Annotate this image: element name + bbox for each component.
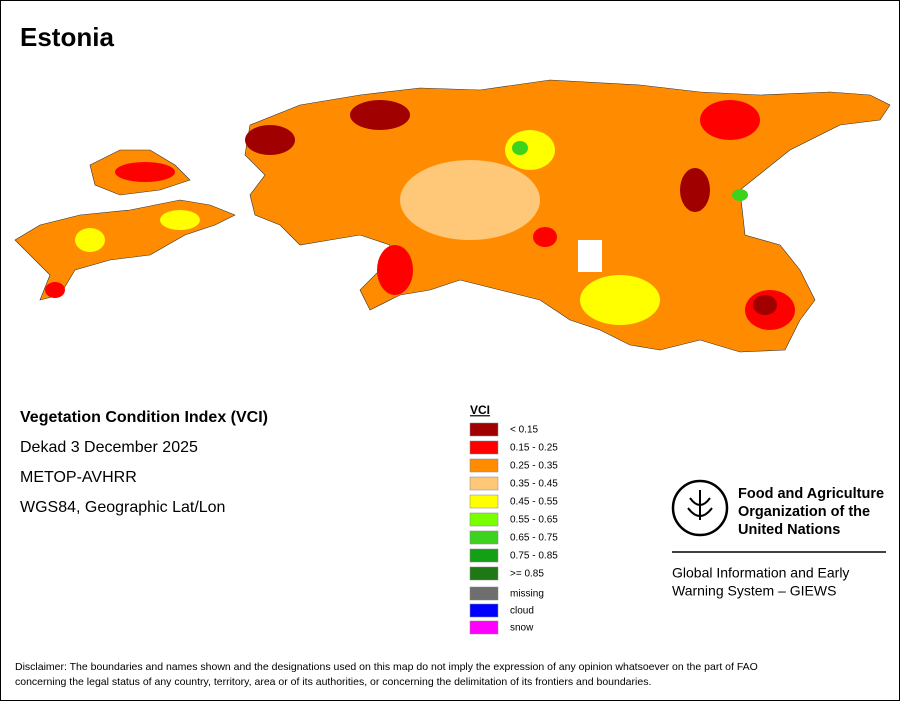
legend-swatch — [469, 603, 499, 618]
legend-swatch — [469, 620, 499, 635]
info-line: METOP-AVHRR — [20, 469, 137, 486]
legend-swatch — [469, 476, 499, 491]
vci-patches — [45, 100, 795, 330]
map — [14, 79, 891, 353]
giews-name: Global Information and Early — [672, 565, 849, 581]
legend-label: >= 0.85 — [510, 569, 544, 580]
legend-label: cloud — [510, 606, 534, 617]
legend-swatch — [469, 530, 499, 545]
info-line: WGS84, Geographic Lat/Lon — [20, 499, 225, 516]
legend-label: < 0.15 — [510, 425, 539, 436]
disclaimer: Disclaimer: The boundaries and names sho… — [15, 661, 758, 673]
legend-label: 0.75 - 0.85 — [510, 551, 558, 562]
legend-label: 0.35 - 0.45 — [510, 479, 558, 490]
legend-swatch — [469, 458, 499, 473]
giews-name: Warning System – GIEWS — [672, 583, 836, 599]
fao-name: Food and Agriculture — [738, 486, 884, 502]
legend-swatch — [469, 586, 499, 601]
disclaimer: concerning the legal status of any count… — [15, 676, 651, 688]
info-line: Vegetation Condition Index (VCI) — [20, 409, 268, 426]
fao-logo: Food and Agriculture Organization of the… — [671, 479, 886, 599]
info: Vegetation Condition Index (VCI) Dekad 3… — [20, 409, 268, 516]
legend-swatch — [469, 422, 499, 437]
legend-swatch — [469, 494, 499, 509]
legend-label: 0.55 - 0.65 — [510, 515, 558, 526]
fao-name: Organization of the — [738, 504, 870, 520]
legend-swatch — [469, 566, 499, 581]
legend-label: 0.65 - 0.75 — [510, 533, 558, 544]
legend-label: 0.45 - 0.55 — [510, 497, 558, 508]
legend-label: missing — [510, 589, 544, 600]
legend-label: 0.25 - 0.35 — [510, 461, 558, 472]
info-line: Dekad 3 December 2025 — [20, 439, 198, 456]
legend-swatch — [469, 512, 499, 527]
legend-title: VCI — [470, 403, 490, 417]
legend-swatch — [469, 440, 499, 455]
legend-label: 0.15 - 0.25 — [510, 443, 558, 454]
fao-name: United Nations — [738, 522, 840, 538]
title: Estonia — [20, 22, 114, 52]
legend: VCI < 0.15 0.15 - 0.25 0.25 - 0.35 0.35 - 0… — [469, 403, 558, 635]
legend-swatch — [469, 548, 499, 563]
legend-label: snow — [510, 623, 534, 634]
